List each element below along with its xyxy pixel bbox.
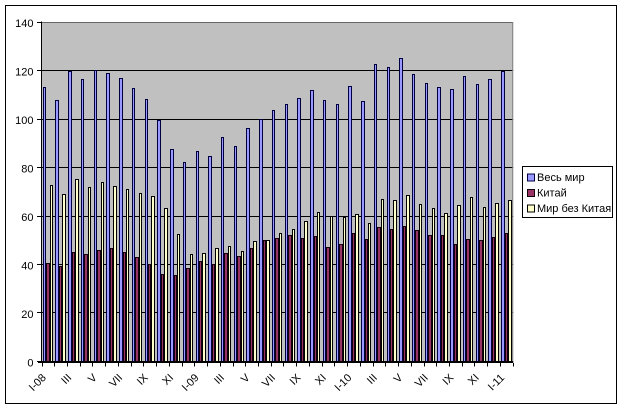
svg-text:100: 100	[15, 115, 33, 127]
svg-text:120: 120	[15, 67, 33, 79]
svg-text:40: 40	[21, 261, 33, 273]
svg-text:20: 20	[21, 309, 33, 321]
svg-text:Китай: Китай	[537, 188, 567, 200]
svg-text:140: 140	[15, 18, 33, 30]
svg-text:60: 60	[21, 212, 33, 224]
svg-text:80: 80	[21, 164, 33, 176]
svg-text:Мир без Китая: Мир без Китая	[537, 203, 611, 215]
svg-text:0: 0	[27, 358, 33, 370]
svg-text:Весь мир: Весь мир	[537, 172, 585, 184]
